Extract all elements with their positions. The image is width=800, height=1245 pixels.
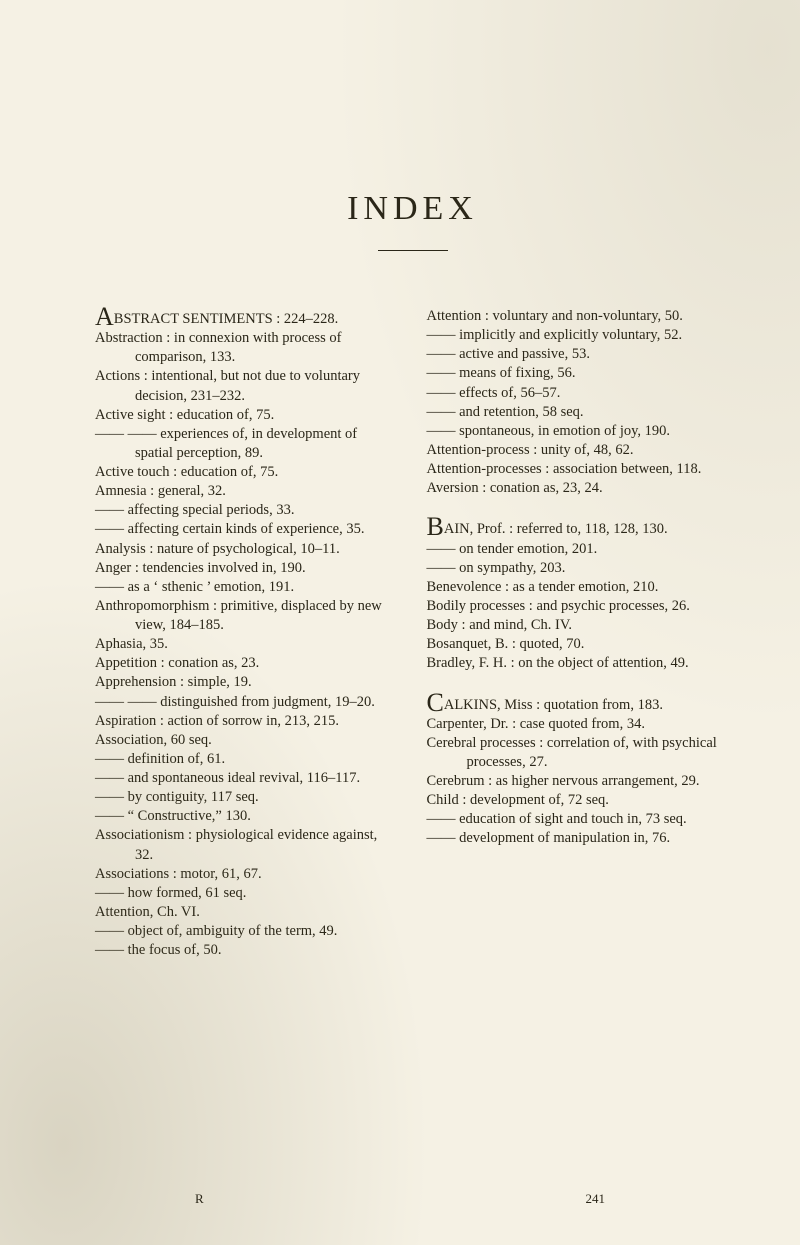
index-entry: —— spontaneous, in emotion of joy, 190. [427, 422, 731, 441]
index-entry: —— definition of, 61. [95, 750, 399, 769]
index-entry: Attention-processes : association betwee… [427, 460, 731, 479]
index-entry: Bodily processes : and psychic processes… [427, 597, 731, 616]
index-entry: —— education of sight and touch in, 73 s… [427, 810, 731, 829]
dropcap: B [427, 512, 444, 541]
index-entry: Attention : voluntary and non-voluntary,… [427, 307, 731, 326]
index-entry: —— on tender emotion, 201. [427, 540, 731, 559]
page-title: INDEX [95, 190, 730, 228]
index-entry: Child : development of, 72 seq. [427, 791, 731, 810]
index-entry: —— and spontaneous ideal revival, 116–11… [95, 769, 399, 788]
index-entry: Appetition : conation as, 23. [95, 654, 399, 673]
index-entry: Attention-process : unity of, 48, 62. [427, 441, 731, 460]
index-entry: Anthropomorphism : primitive, displaced … [95, 597, 399, 635]
index-entry [427, 498, 731, 517]
index-entry: —— on sympathy, 203. [427, 559, 731, 578]
index-entry: CALKINS, Miss : quotation from, 183. [427, 693, 731, 715]
index-entry: Amnesia : general, 32. [95, 482, 399, 501]
index-entry: Bradley, F. H. : on the object of attent… [427, 654, 731, 673]
index-entry: —— and retention, 58 seq. [427, 403, 731, 422]
index-column-left: ABSTRACT SENTIMENTS : 224–228.Abstractio… [95, 307, 399, 960]
page-signature: R 241 [195, 1191, 605, 1207]
index-entry: Anger : tendencies involved in, 190. [95, 559, 399, 578]
index-entry: —— as a ‘ sthenic ’ emotion, 191. [95, 578, 399, 597]
index-entry: —— effects of, 56–57. [427, 384, 731, 403]
index-entry: ABSTRACT SENTIMENTS : 224–228. [95, 307, 399, 329]
index-entry: Active sight : education of, 75. [95, 406, 399, 425]
index-entry: —— development of manipulation in, 76. [427, 829, 731, 848]
index-entry [427, 673, 731, 692]
index-entry: —— —— distinguished from judgment, 19–20… [95, 693, 399, 712]
index-page: INDEX ABSTRACT SENTIMENTS : 224–228.Abst… [0, 0, 800, 1245]
signature-letter: R [195, 1191, 204, 1207]
index-entry: —— how formed, 61 seq. [95, 884, 399, 903]
index-entry: Analysis : nature of psychological, 10–1… [95, 540, 399, 559]
index-entry: —— implicitly and explicitly voluntary, … [427, 326, 731, 345]
index-entry: Attention, Ch. VI. [95, 903, 399, 922]
index-entry: Carpenter, Dr. : case quoted from, 34. [427, 715, 731, 734]
dropcap: C [427, 688, 444, 717]
index-entry: Benevolence : as a tender emotion, 210. [427, 578, 731, 597]
index-entry: Apprehension : simple, 19. [95, 673, 399, 692]
index-entry: Aphasia, 35. [95, 635, 399, 654]
index-entry: —— by contiguity, 117 seq. [95, 788, 399, 807]
index-entry: Aspiration : action of sorrow in, 213, 2… [95, 712, 399, 731]
index-entry: —— affecting special periods, 33. [95, 501, 399, 520]
index-entry: Abstraction : in connexion with process … [95, 329, 399, 367]
title-rule [378, 250, 448, 251]
index-entry: Associationism : physiological evidence … [95, 826, 399, 864]
page-number: 241 [586, 1191, 606, 1207]
index-columns: ABSTRACT SENTIMENTS : 224–228.Abstractio… [95, 307, 730, 960]
index-entry: Bosanquet, B. : quoted, 70. [427, 635, 731, 654]
index-entry: —— object of, ambiguity of the term, 49. [95, 922, 399, 941]
index-column-right: Attention : voluntary and non-voluntary,… [427, 307, 731, 960]
index-entry: —— “ Constructive,” 130. [95, 807, 399, 826]
index-entry: Associations : motor, 61, 67. [95, 865, 399, 884]
index-entry: Cerebrum : as higher nervous arrangement… [427, 772, 731, 791]
index-entry: BAIN, Prof. : referred to, 118, 128, 130… [427, 517, 731, 539]
index-entry: Association, 60 seq. [95, 731, 399, 750]
index-entry: —— affecting certain kinds of experience… [95, 520, 399, 539]
index-entry: —— —— experiences of, in development of … [95, 425, 399, 463]
index-entry: Aversion : conation as, 23, 24. [427, 479, 731, 498]
index-entry: Active touch : education of, 75. [95, 463, 399, 482]
index-entry: —— means of fixing, 56. [427, 364, 731, 383]
dropcap: A [95, 302, 114, 331]
index-entry: Actions : intentional, but not due to vo… [95, 367, 399, 405]
index-entry: —— the focus of, 50. [95, 941, 399, 960]
index-entry: Body : and mind, Ch. IV. [427, 616, 731, 635]
index-entry: Cerebral processes : correlation of, wit… [427, 734, 731, 772]
index-entry: —— active and passive, 53. [427, 345, 731, 364]
